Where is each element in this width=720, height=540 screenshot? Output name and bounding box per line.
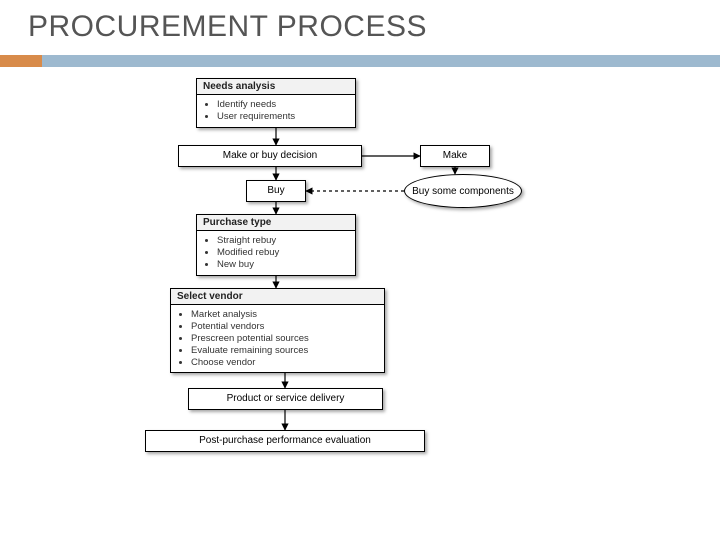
flowchart: Needs analysis Identify needs User requi… bbox=[0, 72, 720, 540]
node-post-purchase-evaluation: Post-purchase performance evaluation bbox=[145, 430, 425, 452]
list-item: Market analysis bbox=[191, 309, 378, 321]
list-item: Identify needs bbox=[217, 99, 349, 111]
node-needs-body: Identify needs User requirements bbox=[197, 95, 355, 127]
node-vendor-title: Select vendor bbox=[171, 289, 384, 305]
node-purchase-type: Purchase type Straight rebuy Modified re… bbox=[196, 214, 356, 276]
accent-orange bbox=[0, 55, 42, 67]
list-item: Prescreen potential sources bbox=[191, 333, 378, 345]
node-ptype-title: Purchase type bbox=[197, 215, 355, 231]
node-make-or-buy-decision: Make or buy decision bbox=[178, 145, 362, 167]
list-item: Modified rebuy bbox=[217, 247, 349, 259]
node-buy-some-components: Buy some components bbox=[404, 174, 522, 208]
node-select-vendor: Select vendor Market analysis Potential … bbox=[170, 288, 385, 373]
accent-blue bbox=[42, 55, 720, 67]
list-item: Evaluate remaining sources bbox=[191, 345, 378, 357]
node-needs-title: Needs analysis bbox=[197, 79, 355, 95]
accent-bar bbox=[0, 55, 720, 67]
node-buy-some-label: Buy some components bbox=[412, 186, 514, 197]
node-buy: Buy bbox=[246, 180, 306, 202]
page-title: PROCUREMENT PROCESS bbox=[28, 10, 427, 44]
node-product-delivery: Product or service delivery bbox=[188, 388, 383, 410]
list-item: Potential vendors bbox=[191, 321, 378, 333]
node-make: Make bbox=[420, 145, 490, 167]
list-item: User requirements bbox=[217, 111, 349, 123]
node-ptype-body: Straight rebuy Modified rebuy New buy bbox=[197, 231, 355, 275]
list-item: New buy bbox=[217, 259, 349, 271]
list-item: Choose vendor bbox=[191, 357, 378, 369]
node-vendor-body: Market analysis Potential vendors Prescr… bbox=[171, 305, 384, 372]
list-item: Straight rebuy bbox=[217, 235, 349, 247]
node-needs-analysis: Needs analysis Identify needs User requi… bbox=[196, 78, 356, 128]
